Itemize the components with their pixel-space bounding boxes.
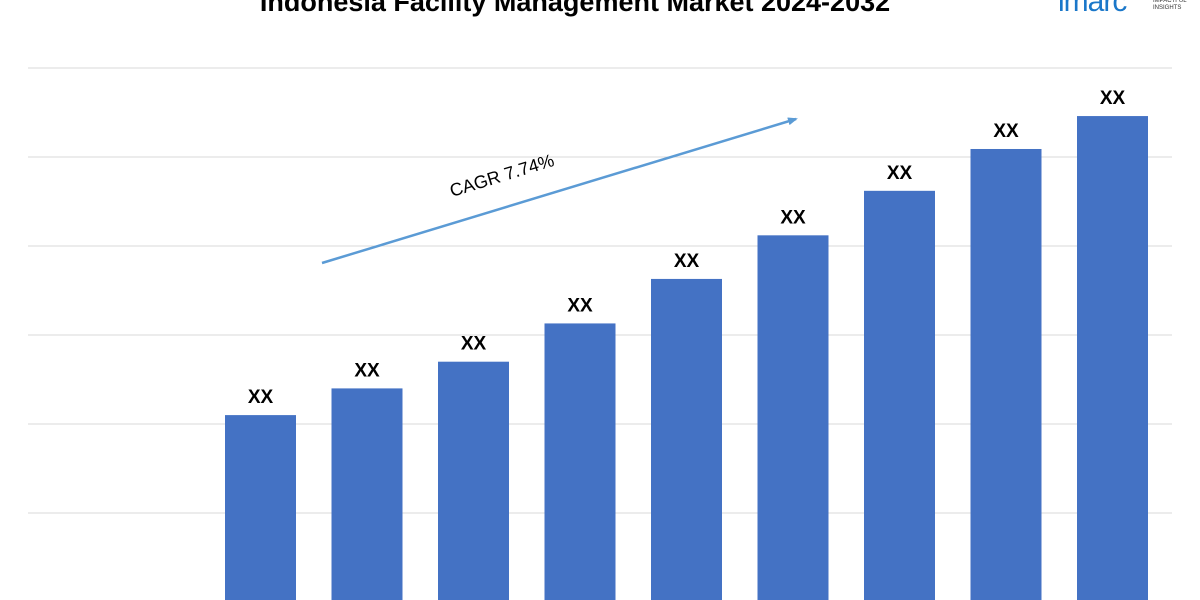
- data-label-2026: XX: [461, 334, 487, 355]
- bar-2024: [225, 415, 296, 600]
- bar-2025: [331, 388, 403, 600]
- data-label-2028: XX: [674, 251, 700, 272]
- cagr-trend-arrow: [321, 117, 798, 265]
- data-label-2024: XX: [248, 387, 274, 408]
- logo-wordmark: imarc: [1058, 0, 1127, 18]
- data-label-2025: XX: [354, 360, 380, 381]
- chart-title: Indonesia Facility Management Market 202…: [259, 0, 891, 17]
- bar-2026: [438, 361, 509, 600]
- cagr-annotation: CAGR 7.74%: [321, 117, 798, 265]
- bar-2028: [651, 278, 722, 600]
- logo-tagline: IMPACTFUL INSIGHTS: [1153, 0, 1187, 11]
- cagr-label: CAGR 7.74%: [447, 150, 556, 201]
- bars: [225, 116, 1148, 600]
- data-label-2029: XX: [780, 207, 806, 228]
- bar-2029: [757, 235, 829, 600]
- imarc-logo: imarc IMPACTFUL INSIGHTS: [1058, 0, 1198, 22]
- data-labels: XX XX XX XX XX XX XX XX XX: [248, 88, 1126, 408]
- data-label-2031: XX: [993, 121, 1019, 142]
- data-label-2032: XX: [1100, 88, 1126, 109]
- bar-2030: [864, 190, 935, 600]
- bar-2027: [544, 323, 616, 600]
- data-label-2027: XX: [567, 295, 593, 316]
- bar-2031: [970, 148, 1042, 600]
- data-label-2030: XX: [887, 163, 913, 184]
- bar-2032: [1077, 116, 1148, 600]
